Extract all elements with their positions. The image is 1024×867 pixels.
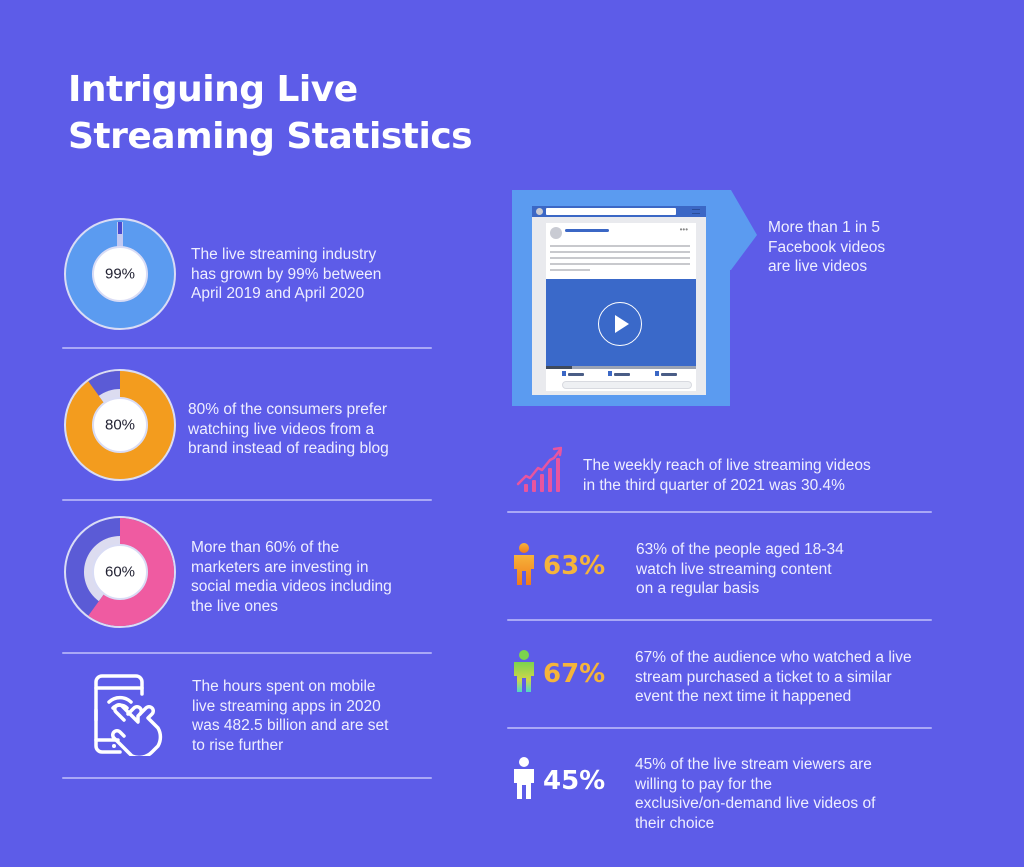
text-line: Facebook videos: [768, 238, 886, 256]
divider: [62, 777, 432, 779]
profile-dot-icon: [536, 208, 543, 215]
text-line: More than 60% of the: [191, 539, 340, 556]
like-icon: [562, 371, 566, 376]
text-line: watch live streaming content: [636, 560, 832, 578]
text-line: social media videos including: [191, 578, 392, 595]
text-line: in the third quarter of 2021 was 30.4%: [583, 476, 845, 494]
person-icon: [514, 757, 534, 799]
donut-label: 80%: [104, 416, 136, 434]
text-line: The live streaming industry: [191, 246, 377, 263]
text-placeholder: [550, 251, 690, 253]
text-line: willing to pay for the: [635, 775, 772, 793]
divider: [62, 652, 432, 654]
stat-text-weekly-reach: The weekly reach of live streaming video…: [583, 456, 871, 495]
search-bar: [546, 208, 676, 215]
share-label-placeholder: [661, 373, 677, 376]
donut-label: 99%: [104, 265, 136, 283]
text-line: the live ones: [191, 597, 279, 615]
text-line: The hours spent on mobile: [192, 678, 376, 695]
text-line: brand instead of reading blog: [188, 440, 389, 457]
stat-percentage-67: 67%: [543, 659, 606, 689]
text-line: has grown by 99% between: [191, 265, 382, 283]
donut-chart-80: 80%: [64, 369, 176, 481]
text-line: More than 1 in 5: [768, 219, 881, 236]
divider: [507, 511, 932, 513]
text-line: live streaming apps in 2020: [192, 697, 381, 715]
stat-text-consumer-preference: 80% of the consumers prefer watching liv…: [188, 400, 389, 459]
text-line: event the next time it happened: [635, 688, 852, 705]
stat-text-mobile-hours: The hours spent on mobile live streaming…: [192, 677, 388, 755]
text-placeholder: [550, 257, 690, 259]
page-title: Intriguing Live Streaming Statistics: [68, 66, 473, 160]
text-line: The weekly reach of live streaming video…: [583, 457, 871, 474]
text-line: marketers are investing in: [191, 558, 369, 576]
share-icon: [655, 371, 659, 376]
comment-icon: [608, 371, 612, 376]
browser-window: •••: [532, 206, 706, 395]
more-options-icon: •••: [679, 225, 688, 234]
title-line-1: Intriguing Live: [68, 69, 358, 110]
facebook-post-illustration: •••: [512, 190, 730, 406]
divider: [507, 727, 932, 729]
text-line: 63% of the people aged 18-34: [636, 541, 844, 558]
stat-text-young-viewers: 63% of the people aged 18-34 watch live …: [636, 540, 844, 599]
text-placeholder: [550, 269, 590, 271]
comment-box: [562, 381, 692, 389]
text-line: was 482.5 billion and are set: [192, 717, 389, 734]
donut-label: 60%: [104, 563, 136, 581]
comment-label-placeholder: [614, 373, 630, 376]
video-player: [546, 279, 696, 369]
text-line: exclusive/on-demand live videos of: [635, 795, 876, 812]
text-line: 67% of the audience who watched a live: [635, 649, 912, 666]
donut-ring-icon: [92, 222, 148, 302]
text-line: stream purchased a ticket to a similar: [635, 668, 892, 686]
stat-text-facebook-live: More than 1 in 5 Facebook videos are liv…: [768, 218, 885, 277]
person-icon: [514, 650, 534, 692]
text-line: watching live videos from a: [188, 420, 375, 438]
post-card: •••: [546, 223, 696, 391]
text-line: 80% of the consumers prefer: [188, 401, 388, 418]
divider: [62, 499, 432, 501]
stat-text-ticket-purchase: 67% of the audience who watched a live s…: [635, 648, 912, 707]
person-icon: [514, 543, 534, 585]
title-line-2: Streaming Statistics: [68, 116, 473, 157]
browser-topbar: [532, 206, 706, 217]
stat-text-marketers-investing: More than 60% of the marketers are inves…: [191, 538, 392, 616]
donut-ring-icon: [83, 518, 174, 626]
menu-icon: [692, 209, 700, 214]
stat-text-pay-willingness: 45% of the live stream viewers are willi…: [635, 755, 875, 833]
play-icon: [598, 302, 642, 346]
donut-chart-60: 60%: [64, 516, 176, 628]
avatar: [550, 227, 562, 239]
text-line: to rise further: [192, 736, 284, 754]
donut-ring-icon: [88, 371, 148, 453]
post-author-placeholder: [565, 229, 609, 232]
video-progress-bar: [546, 366, 696, 369]
phone-touch-icon: [94, 674, 163, 756]
text-line: 45% of the live stream viewers are: [635, 756, 872, 773]
text-line: are live videos: [768, 258, 868, 275]
trend-chart-icon: [516, 446, 562, 492]
like-label-placeholder: [568, 373, 584, 376]
text-placeholder: [550, 245, 690, 247]
text-line: their choice: [635, 814, 715, 832]
donut-chart-99: 99%: [64, 218, 176, 330]
pointer-arrow-icon: [729, 190, 757, 270]
text-placeholder: [550, 263, 690, 265]
stat-percentage-63: 63%: [543, 551, 606, 581]
stat-percentage-45: 45%: [543, 766, 606, 796]
divider: [507, 619, 932, 621]
text-line: on a regular basis: [636, 580, 760, 597]
text-line: April 2019 and April 2020: [191, 285, 365, 302]
divider: [62, 347, 432, 349]
stat-text-industry-growth: The live streaming industry has grown by…: [191, 245, 381, 304]
